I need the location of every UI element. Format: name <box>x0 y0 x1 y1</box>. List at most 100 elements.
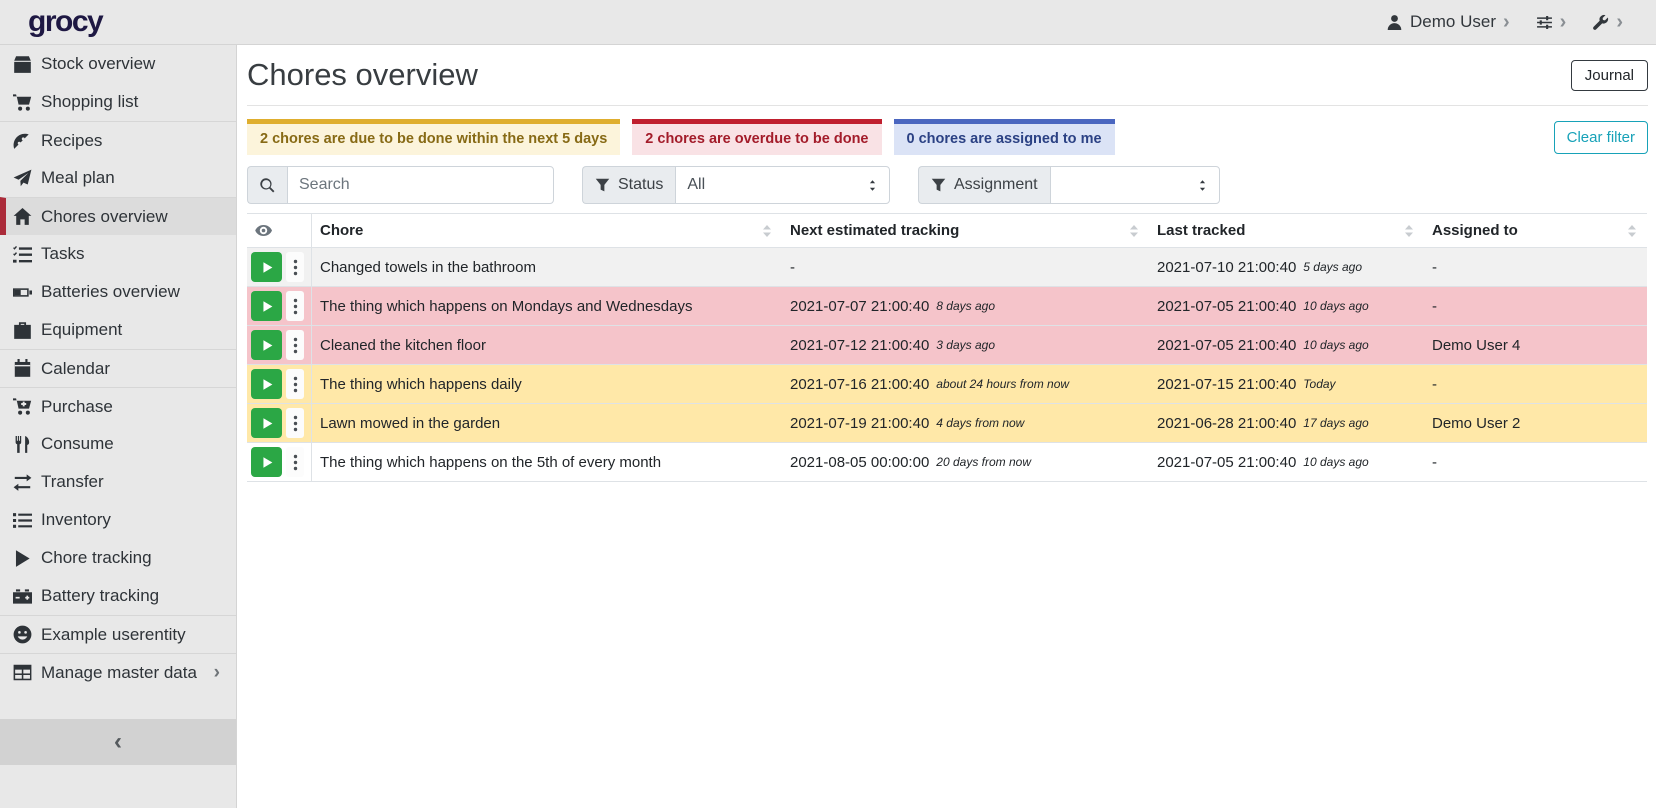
sidebar-item-meal-plan[interactable]: Meal plan <box>0 159 236 197</box>
sliders-icon <box>1536 15 1552 29</box>
column-header-chore[interactable]: Chore <box>312 214 782 247</box>
sidebar-item-battery-tracking[interactable]: Battery tracking <box>0 577 236 615</box>
table-row: Cleaned the kitchen floor 2021-07-12 21:… <box>247 326 1647 365</box>
last-tracked-ago: 10 days ago <box>1303 455 1369 469</box>
column-header-assigned-to[interactable]: Assigned to <box>1424 214 1647 247</box>
sort-icon <box>1628 224 1636 237</box>
row-menu-button[interactable] <box>286 291 304 321</box>
assigned-to-value: Demo User 2 <box>1432 414 1521 432</box>
track-chore-button[interactable] <box>251 291 282 321</box>
next-tracking-ago: 8 days ago <box>936 299 996 313</box>
sort-icon <box>1130 224 1138 237</box>
assigned-to-value: - <box>1432 258 1437 276</box>
table-row: Changed towels in the bathroom - 2021-07… <box>247 248 1647 287</box>
filter-chip-assigned-to-me[interactable]: 0 chores are assigned to me <box>893 119 1115 155</box>
status-filter-group: Status All <box>582 166 890 204</box>
sidebar-collapse-button[interactable]: ‹ <box>0 719 236 765</box>
play-icon <box>263 339 273 351</box>
track-chore-button[interactable] <box>251 408 282 438</box>
top-navbar: grocy Demo User › › › <box>0 0 1656 45</box>
sidebar-item-consume[interactable]: Consume <box>0 425 236 463</box>
paper-plane-icon <box>13 169 32 186</box>
last-tracked-ago: 5 days ago <box>1303 260 1363 274</box>
last-tracked-ago: 17 days ago <box>1303 416 1369 430</box>
last-tracked-ago: 10 days ago <box>1303 299 1369 313</box>
sidebar-item-chores-overview[interactable]: Chores overview <box>0 197 236 235</box>
play-icon <box>263 456 273 468</box>
track-chore-button[interactable] <box>251 447 282 477</box>
sidebar-item-example-userentity[interactable]: Example userentity <box>0 615 236 653</box>
track-chore-button[interactable] <box>251 330 282 360</box>
filter-chip-due-soon[interactable]: 2 chores are due to be done within the n… <box>247 119 621 155</box>
kebab-menu-icon <box>293 415 297 431</box>
track-chore-button[interactable] <box>251 369 282 399</box>
sidebar-item-inventory[interactable]: Inventory <box>0 501 236 539</box>
status-select[interactable]: All <box>675 166 890 204</box>
assigned-to-value: Demo User 4 <box>1432 336 1521 354</box>
chore-name[interactable]: The thing which happens on the 5th of ev… <box>320 453 662 471</box>
exchange-arrows-icon <box>13 473 32 491</box>
journal-button[interactable]: Journal <box>1570 59 1648 91</box>
settings-menu[interactable]: › <box>1527 12 1576 32</box>
last-tracked-value: 2021-06-28 21:00:40 <box>1157 414 1297 432</box>
sidebar-item-shopping-list[interactable]: Shopping list <box>0 83 236 121</box>
assignment-select[interactable] <box>1049 166 1220 204</box>
column-header-last-tracked[interactable]: Last tracked <box>1149 214 1424 247</box>
next-tracking-value: 2021-07-12 21:00:40 <box>790 336 930 354</box>
kebab-menu-icon <box>293 259 297 275</box>
row-menu-button[interactable] <box>286 369 304 399</box>
page-title: Chores overview <box>247 57 478 92</box>
sidebar-item-equipment[interactable]: Equipment <box>0 311 236 349</box>
assignment-filter-label: Assignment <box>918 166 1050 204</box>
row-menu-button[interactable] <box>286 447 304 477</box>
sidebar-item-calendar[interactable]: Calendar <box>0 349 236 387</box>
pizza-slice-icon <box>13 133 29 149</box>
sidebar-item-recipes[interactable]: Recipes <box>0 121 236 159</box>
next-tracking-value: 2021-08-05 00:00:00 <box>790 453 930 471</box>
admin-menu[interactable]: › <box>1583 12 1632 32</box>
toolbox-icon <box>14 321 31 339</box>
clear-filter-button[interactable]: Clear filter <box>1553 120 1648 154</box>
chevron-right-icon: › <box>1559 11 1567 33</box>
sidebar-item-manage-master-data[interactable]: Manage master data › <box>0 653 236 691</box>
last-tracked-value: 2021-07-05 21:00:40 <box>1157 297 1297 315</box>
battery-icon <box>13 287 32 297</box>
next-tracking-ago: 4 days from now <box>936 416 1025 430</box>
filter-chip-overdue[interactable]: 2 chores are overdue to be done <box>632 119 882 155</box>
chevron-right-icon: › <box>1616 11 1623 33</box>
chore-name[interactable]: Lawn mowed in the garden <box>320 414 501 432</box>
sidebar-item-transfer[interactable]: Transfer <box>0 463 236 501</box>
play-icon <box>263 417 273 429</box>
chore-name[interactable]: Changed towels in the bathroom <box>320 258 536 276</box>
smiley-icon <box>13 625 32 644</box>
grocy-logo[interactable]: grocy <box>28 5 104 38</box>
play-icon <box>263 378 273 390</box>
row-menu-button[interactable] <box>286 330 304 360</box>
play-icon <box>263 261 273 273</box>
sidebar-item-purchase[interactable]: Purchase <box>0 387 236 425</box>
list-icon <box>13 512 32 528</box>
sidebar-item-chore-tracking[interactable]: Chore tracking <box>0 539 236 577</box>
next-tracking-value: 2021-07-07 21:00:40 <box>790 297 930 315</box>
next-tracking-value: 2021-07-16 21:00:40 <box>790 375 930 393</box>
row-menu-button[interactable] <box>286 252 304 282</box>
calendar-icon <box>14 359 31 377</box>
select-caret-icon <box>1199 179 1206 191</box>
sidebar-item-stock-overview[interactable]: Stock overview <box>0 45 236 83</box>
sidebar-item-tasks[interactable]: Tasks <box>0 235 236 273</box>
chore-name[interactable]: The thing which happens on Mondays and W… <box>320 297 693 315</box>
sidebar-item-batteries-overview[interactable]: Batteries overview <box>0 273 236 311</box>
select-caret-icon <box>869 179 876 191</box>
chore-name[interactable]: The thing which happens daily <box>320 375 522 393</box>
table-row: Lawn mowed in the garden 2021-07-19 21:0… <box>247 404 1647 443</box>
search-input[interactable] <box>287 166 554 204</box>
next-tracking-ago: 3 days ago <box>936 338 996 352</box>
chevron-right-icon: › <box>213 661 220 683</box>
sidebar: Stock overview Shopping list Recipes Mea… <box>0 45 237 808</box>
filter-funnel-icon <box>595 178 610 191</box>
row-menu-button[interactable] <box>286 408 304 438</box>
column-header-next-estimated-tracking[interactable]: Next estimated tracking <box>782 214 1149 247</box>
track-chore-button[interactable] <box>251 252 282 282</box>
user-menu[interactable]: Demo User › <box>1377 12 1519 32</box>
chore-name[interactable]: Cleaned the kitchen floor <box>320 336 486 354</box>
